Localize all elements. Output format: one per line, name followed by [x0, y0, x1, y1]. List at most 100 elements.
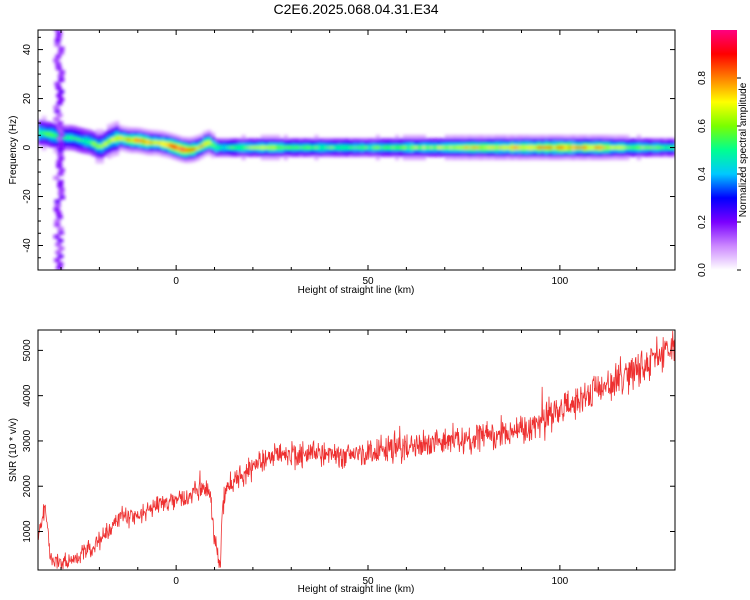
spectrogram-cell [58, 230, 65, 235]
spectrogram-cell [172, 145, 177, 149]
spectrogram-cell [651, 146, 657, 149]
spectrogram-cell [521, 146, 526, 149]
spectrogram-cell [628, 146, 634, 149]
spectrogram-cell [594, 146, 599, 149]
spectrogram-cell [153, 141, 158, 144]
snr-ticks: 0 50 100 1000 2000 3000 4000 5000 [22, 330, 676, 587]
spectrogram-cell [203, 142, 208, 145]
y-tick-label: 0 [22, 144, 33, 150]
y-tick-label: 5000 [22, 339, 33, 362]
spectrogram-cell [222, 146, 227, 149]
spectrogram-cell [168, 144, 173, 147]
spectrogram-cell [55, 34, 62, 39]
spectrogram-cell [444, 146, 450, 149]
spectrogram-cell [58, 132, 65, 137]
spectrogram-cell [371, 146, 377, 149]
y-tick-label: 3000 [22, 429, 33, 452]
spectrogram-cell [54, 258, 61, 263]
x-tick-label: 100 [552, 576, 569, 587]
spectrogram-cell [617, 146, 622, 149]
spectrogram-cell [183, 148, 189, 152]
spectrogram-cell [394, 146, 400, 149]
spectrogram-cell [306, 146, 312, 149]
spectrogram-cell [56, 101, 63, 106]
spectrogram-cell [56, 164, 63, 169]
spectrogram-cell [471, 146, 477, 149]
colorbar-ticks: 0.0 0.2 0.4 0.6 0.8 [697, 71, 741, 277]
spectrogram-cell [590, 146, 596, 149]
spectrogram-cell [76, 138, 81, 142]
spectrogram-cell [130, 139, 135, 142]
spectrogram-cell [149, 141, 154, 144]
spectrogram-cell [187, 148, 193, 152]
spectrogram-cell [57, 152, 64, 157]
colorbar-tick-label: 0.8 [697, 71, 708, 85]
spectrogram-cell [229, 146, 235, 149]
spectrogram-cell [179, 148, 185, 151]
spectrogram-cell [54, 219, 61, 223]
colorbar: 0.0 0.2 0.4 0.6 0.8 Normalized spectral ampl… [697, 30, 749, 277]
spectrogram-cell [218, 146, 223, 149]
spectrogram-x-label: Height of straight line (km) [298, 285, 415, 296]
spectrogram-cell [54, 38, 61, 43]
spectrogram-cell [356, 146, 361, 149]
spectrogram-cell [598, 146, 603, 149]
spectrogram-cell [107, 139, 112, 143]
spectrogram-cell [655, 146, 661, 149]
spectrogram-cell [145, 141, 150, 144]
spectrogram-cell [417, 146, 423, 149]
spectrogram-cell [463, 146, 469, 149]
spectrogram-cell [114, 136, 120, 140]
spectrogram-cell [479, 146, 484, 149]
spectrogram-cell [483, 146, 488, 149]
spectrogram-cell [513, 146, 519, 149]
spectrogram-cell [440, 146, 446, 149]
spectrogram-cell [318, 146, 323, 149]
spectrogram-cell [425, 146, 431, 149]
spectrogram-cell [402, 146, 407, 149]
spectrogram-cell [556, 146, 561, 149]
spectrogram-cell [456, 146, 461, 149]
spectrogram-cell [58, 168, 65, 173]
spectrogram-cell [56, 215, 63, 220]
spectrogram-cell [84, 139, 89, 143]
spectrogram-cell [55, 250, 62, 255]
spectrogram-cell [57, 50, 64, 55]
spectrogram-cell [53, 117, 60, 122]
x-tick-label: 50 [362, 576, 374, 587]
spectrogram-cell [421, 146, 427, 149]
spectrogram-cell [621, 146, 626, 149]
spectrogram-cell [206, 141, 212, 144]
spectrogram-cell [609, 146, 615, 149]
spectrogram-cell [448, 146, 454, 149]
spectrogram-cell [191, 148, 196, 151]
spectrogram-cell [667, 146, 672, 149]
spectrogram-cell [548, 146, 553, 149]
colorbar-tick-label: 0.2 [697, 215, 708, 229]
spectrogram-cell [625, 146, 630, 149]
spectrogram-cell [291, 146, 296, 149]
spectrogram-cell [252, 146, 258, 149]
spectrogram-cell [387, 146, 392, 149]
spectrogram-cell [141, 140, 147, 143]
spectrogram-cell [544, 146, 549, 149]
spectrogram-cell [517, 146, 523, 149]
spectrogram-cell [509, 146, 515, 149]
spectrogram-cell [56, 93, 63, 98]
spectrogram-cell [410, 146, 415, 149]
spectrogram-cell [298, 146, 304, 149]
spectrogram-cell [348, 146, 354, 149]
spectrogram-image [38, 30, 675, 270]
spectrogram-cell [110, 138, 116, 142]
spectrogram-cell [245, 146, 250, 149]
spectrogram-ridge [38, 116, 675, 164]
spectrogram-cell [295, 146, 300, 149]
colorbar-tick-label: 0.6 [697, 119, 708, 133]
spectrogram-cell [344, 146, 350, 149]
spectrogram-cell [368, 146, 373, 149]
spectrogram-cell [53, 134, 58, 138]
spectrogram-cell [283, 146, 289, 149]
spectrogram-cell [260, 146, 266, 149]
spectrogram-cell [329, 146, 335, 149]
spectrogram-cell [137, 139, 143, 142]
